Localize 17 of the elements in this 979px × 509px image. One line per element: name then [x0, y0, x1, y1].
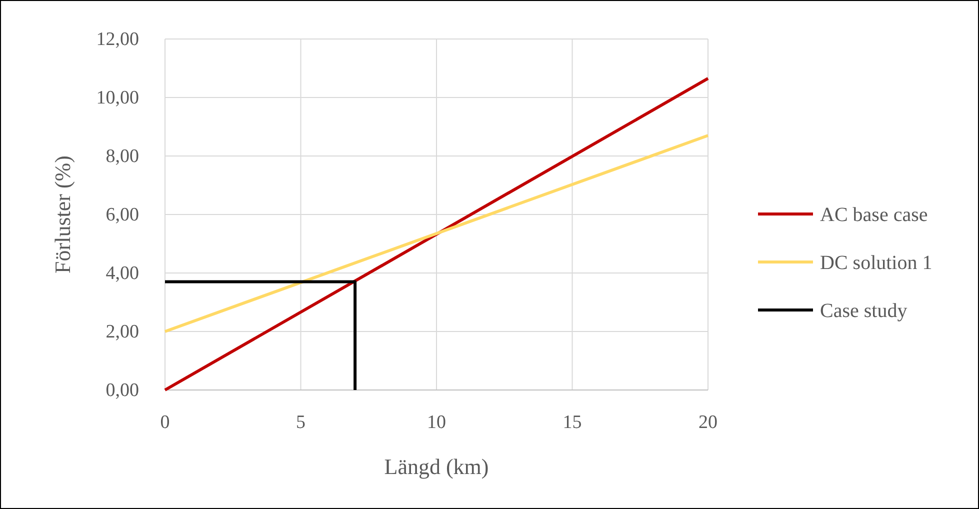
y-tick-label: 2,00 [106, 322, 139, 342]
legend-label: AC base case [820, 204, 928, 226]
y-tick-label: 0,00 [106, 380, 139, 401]
y-tick-label: 8,00 [106, 146, 139, 167]
x-tick-label: 10 [427, 412, 446, 433]
x-tick-label: 5 [296, 412, 306, 433]
x-tick-label: 20 [698, 412, 718, 433]
y-tick-label: 12,00 [96, 29, 139, 50]
legend-label: DC solution 1 [820, 252, 932, 274]
y-axis-title: Förluster (%) [50, 156, 75, 274]
x-tick-label: 15 [562, 412, 582, 433]
y-tick-label: 4,00 [106, 263, 139, 284]
x-tick-label: 0 [160, 412, 170, 433]
y-tick-label: 6,00 [106, 204, 139, 226]
legend-label: Case study [820, 300, 908, 322]
y-tick-label: 10,00 [96, 88, 139, 108]
x-axis-title: Längd (km) [384, 454, 489, 479]
